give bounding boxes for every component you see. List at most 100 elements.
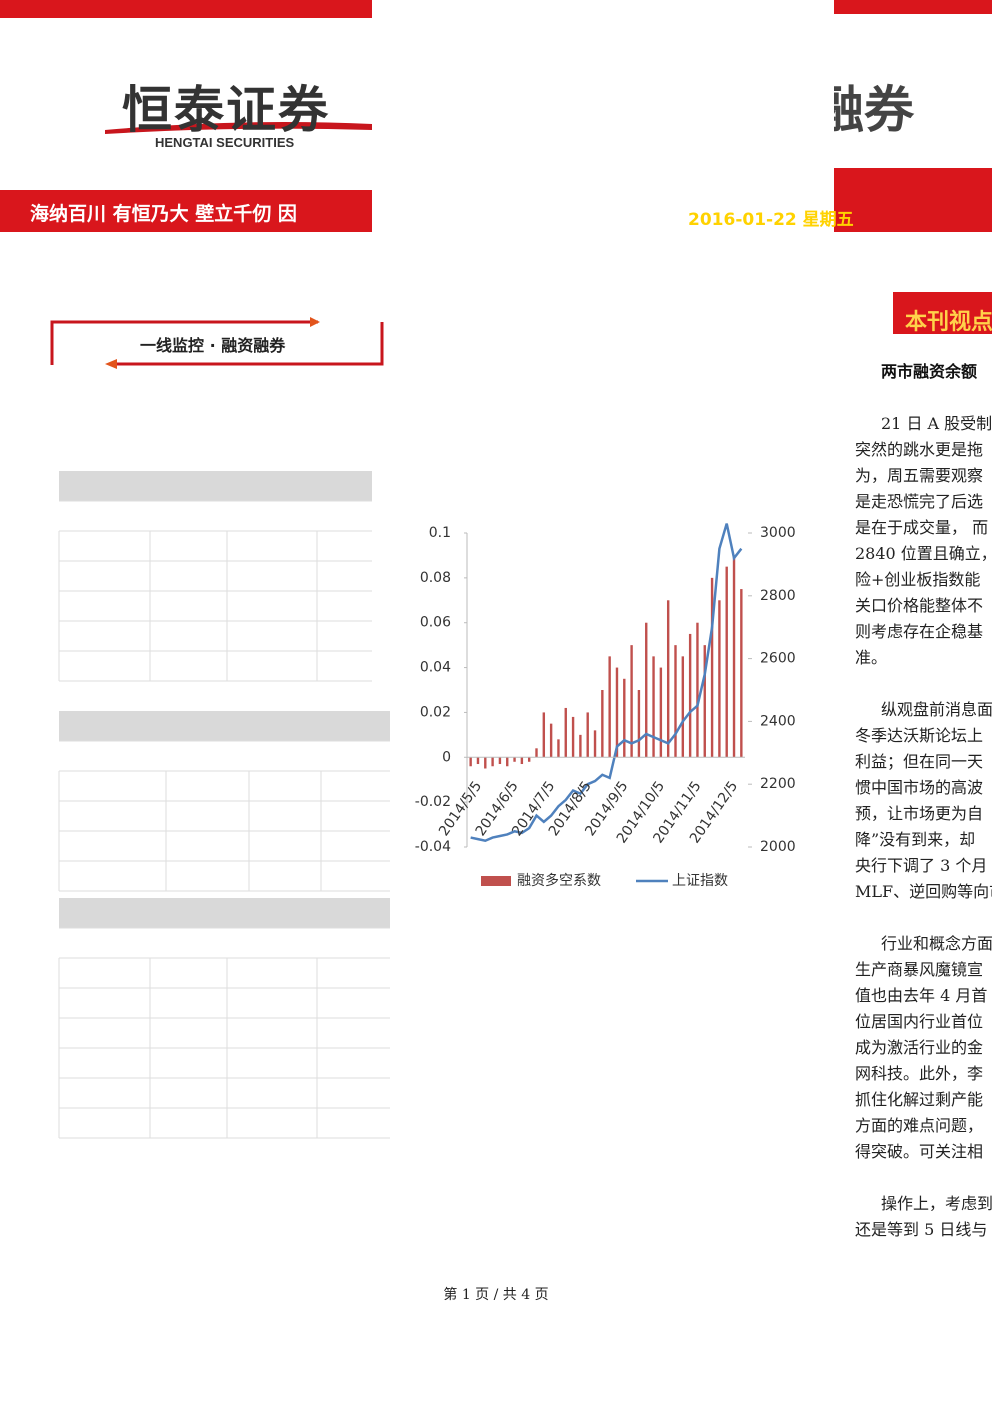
text-line: 成为激活行业的金 xyxy=(855,1038,984,1057)
bar xyxy=(601,690,604,758)
text-line: 纵观盘前消息面 xyxy=(881,700,992,719)
text-line: 是走恐慌完了后选 xyxy=(855,492,984,511)
text-line: 关口价格能整体不 xyxy=(855,596,984,615)
arrow xyxy=(310,317,320,327)
legend-swatch xyxy=(481,876,511,886)
bar xyxy=(498,757,502,765)
bar xyxy=(513,757,516,762)
text-line: 预，让市场更为自 xyxy=(855,804,984,823)
viewpoint-label: 本刊视点 xyxy=(905,310,992,335)
y2-tick-label: 3000 xyxy=(760,525,796,541)
text-line: 2840 位置且确立， xyxy=(855,544,992,563)
text-line: 网科技。此外，李 xyxy=(855,1064,984,1083)
bar xyxy=(476,757,480,765)
bar xyxy=(491,757,494,767)
text-line: 是在于成交量， 而 xyxy=(855,518,989,537)
viewpoint-headline: 两市融资余额 xyxy=(881,362,978,381)
bar xyxy=(484,757,487,769)
bar xyxy=(740,589,743,758)
section-frame xyxy=(50,320,318,365)
text-line: 惯中国市场的高波 xyxy=(855,778,984,797)
text-line: 央行下调了 3 个月 xyxy=(855,856,988,875)
text-line: 值也由去年 4 月首 xyxy=(855,986,988,1005)
bar xyxy=(688,633,692,758)
y2-tick-label: 2400 xyxy=(760,713,796,729)
bar xyxy=(571,716,575,758)
bar xyxy=(674,645,677,758)
text-line: 冬季达沃斯论坛上 xyxy=(855,726,984,745)
y-tick-label: 0.08 xyxy=(420,570,451,586)
y-tick-label: -0.04 xyxy=(415,839,451,855)
table-header-row xyxy=(59,711,390,741)
top-strip xyxy=(834,0,992,14)
bar xyxy=(520,757,524,765)
red-band xyxy=(834,168,992,232)
text-line: 则考虑存在企稳基 xyxy=(855,622,984,641)
bar xyxy=(542,712,546,758)
text-line: 行业和概念方面 xyxy=(881,934,992,953)
text-line: 险+创业板指数能 xyxy=(855,570,981,589)
y-tick-label: 0.06 xyxy=(420,615,451,631)
text-line: 降”没有到来，却 xyxy=(855,830,976,849)
arrow xyxy=(105,359,117,369)
viewpoint-box xyxy=(893,292,992,334)
bar xyxy=(549,723,553,758)
y-tick-label: 0.1 xyxy=(429,525,451,541)
bar xyxy=(586,712,589,758)
y-tick-label: 0 xyxy=(442,749,451,765)
table-header-row xyxy=(59,471,372,501)
slogan-banner xyxy=(0,190,372,232)
bar xyxy=(564,707,567,758)
bar xyxy=(703,645,706,758)
bar xyxy=(732,555,736,758)
bar xyxy=(645,622,648,758)
top-strip xyxy=(0,0,372,18)
text-line: MLF、逆回购等向市 xyxy=(855,882,992,901)
section-title: 一线监控 · 融资融券 xyxy=(140,336,286,355)
text-line: 得突破。可关注相 xyxy=(855,1142,984,1161)
chart: 0.1 0.08 0.06 0.04 0.02 0 -0.02 -0.04 3000 2800 26… xyxy=(415,523,796,889)
brand-text: 融券 xyxy=(834,81,914,139)
bar xyxy=(506,757,509,767)
bar xyxy=(527,757,531,762)
table-header-row xyxy=(59,898,390,928)
text-line: 还是等到 5 日线与 xyxy=(855,1220,988,1239)
slogan: 海纳百川 有恒乃大 壁立千仞 因 xyxy=(30,203,297,225)
y-tick-label: 0.02 xyxy=(420,704,451,720)
bar xyxy=(557,739,560,758)
empty-table xyxy=(58,471,390,1139)
y2-tick-label: 2200 xyxy=(760,776,796,792)
bar xyxy=(608,656,611,758)
bar xyxy=(696,622,699,758)
text-line: 操作上，考虑到 xyxy=(881,1194,992,1213)
issue-date: 2016-01-22 星期五 xyxy=(688,210,854,230)
text-line: 位居国内行业首位 xyxy=(855,1012,984,1031)
article-column: 21 日 A 股受制 突然的跳水更是拖 为，周五需要观察 是走恐慌完了后选 是在于成交量… xyxy=(855,0,992,1403)
y2-tick-label: 2600 xyxy=(760,651,796,667)
bar xyxy=(469,757,472,767)
bar xyxy=(666,600,670,758)
y-tick-label: 0.04 xyxy=(420,660,451,676)
logo-subtext: HENGTAI SECURITIES xyxy=(155,135,295,150)
text-line: 突然的跳水更是拖 xyxy=(855,440,984,459)
bar xyxy=(681,656,685,758)
logo-swoosh xyxy=(105,122,372,134)
bar xyxy=(615,667,619,758)
bar xyxy=(659,667,663,758)
section-frame xyxy=(115,322,384,366)
bar xyxy=(725,566,728,758)
text-line: 抓住化解过剩产能 xyxy=(855,1090,984,1109)
legend-label: 上证指数 xyxy=(672,873,728,889)
bar xyxy=(630,645,633,758)
y2-tick-label: 2000 xyxy=(760,839,796,855)
text-line: 方面的难点问题， xyxy=(855,1116,984,1135)
logo-text: 恒泰证券 xyxy=(122,81,330,139)
y-tick-label: -0.02 xyxy=(415,794,451,810)
bar xyxy=(718,600,721,758)
bar xyxy=(652,656,655,758)
bar xyxy=(579,734,582,758)
bar xyxy=(593,730,597,758)
legend-label: 融资多空系数 xyxy=(517,872,601,889)
